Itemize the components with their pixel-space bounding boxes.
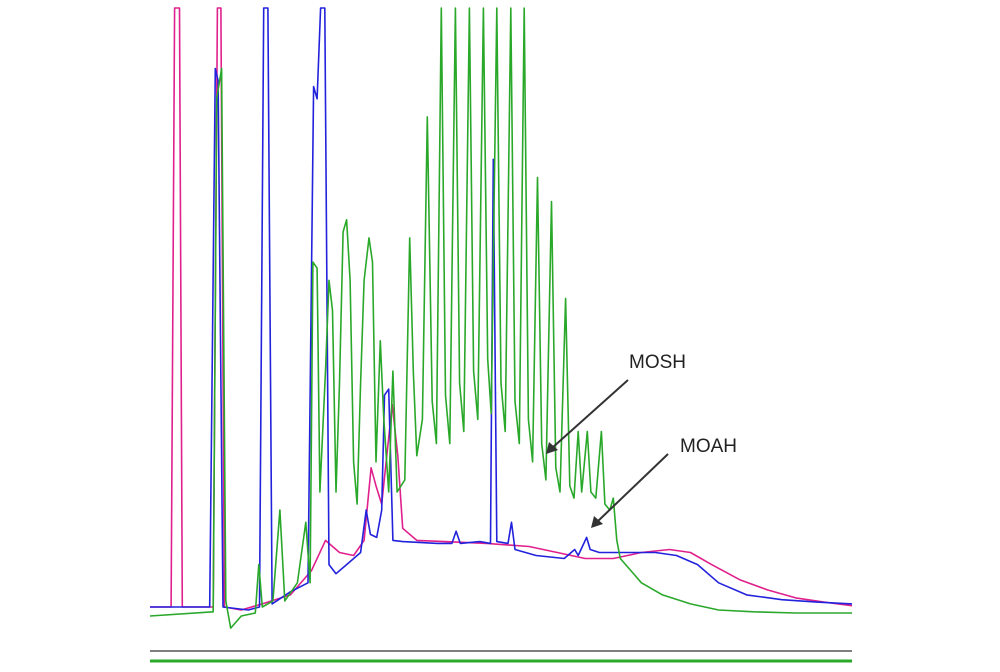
series-line-1 bbox=[150, 7, 853, 611]
annotation-label-moah: MOAH bbox=[680, 436, 737, 457]
series-layer bbox=[149, 7, 853, 629]
series-0 bbox=[150, 7, 853, 611]
series-1 bbox=[150, 7, 853, 611]
annotation-arrowhead-mosh bbox=[546, 442, 558, 454]
annotation-arrowhead-moah bbox=[591, 516, 603, 528]
series-line-0 bbox=[150, 7, 853, 611]
series-line-2 bbox=[149, 7, 852, 629]
annotation-layer: MOSH MOAH bbox=[546, 352, 737, 528]
annotation-label-mosh: MOSH bbox=[629, 352, 686, 373]
annotation-arrow-moah bbox=[596, 453, 669, 523]
series-2 bbox=[149, 7, 852, 629]
annotation-arrow-mosh bbox=[551, 379, 629, 449]
